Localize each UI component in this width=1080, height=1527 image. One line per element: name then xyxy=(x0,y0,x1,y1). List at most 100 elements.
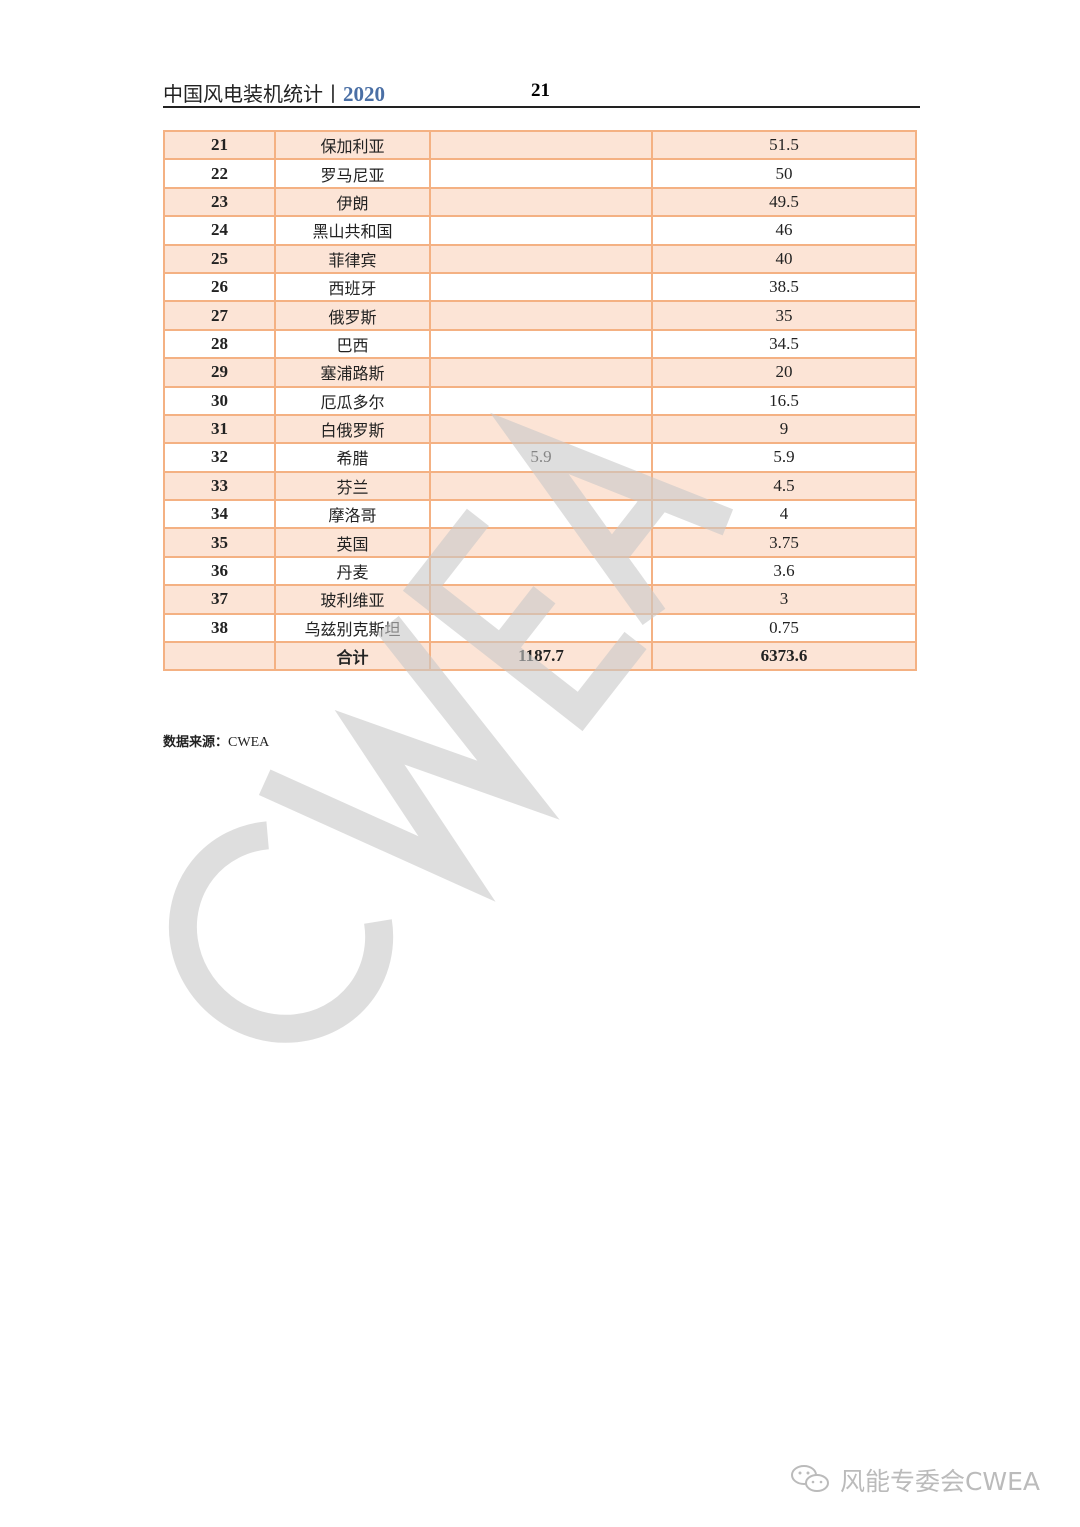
value-cell-1 xyxy=(429,158,653,189)
source-value: CWEA xyxy=(228,735,270,750)
table-row: 25 菲律宾 40 xyxy=(163,243,917,274)
total-value-2: 6373.6 xyxy=(651,641,917,672)
table-row: 30 厄瓜多尔 16.5 xyxy=(163,385,917,416)
wechat-icon xyxy=(791,1465,829,1492)
value-cell-1 xyxy=(429,215,653,246)
country-cell: 伊朗 xyxy=(274,186,431,218)
value-cell-2: 3 xyxy=(651,584,917,615)
value-cell-2: 0.75 xyxy=(651,612,917,644)
rank-cell: 29 xyxy=(163,357,276,388)
value-cell-2: 4.5 xyxy=(651,470,917,502)
value-cell-1 xyxy=(429,470,653,502)
empty-cell xyxy=(163,641,276,672)
country-cell: 俄罗斯 xyxy=(274,300,431,331)
table-row: 37 玻利维亚 3 xyxy=(163,584,917,615)
table-row: 32 希腊 5.9 5.9 xyxy=(163,442,917,473)
value-cell-2: 5.9 xyxy=(651,442,917,473)
table-row: 28 巴西 34.5 xyxy=(163,328,917,360)
rank-cell: 35 xyxy=(163,527,276,558)
table-row: 26 西班牙 38.5 xyxy=(163,271,917,303)
table-row: 29 塞浦路斯 20 xyxy=(163,357,917,388)
country-table: 21 保加利亚 51.5 22 罗马尼亚 50 23 伊朗 49.5 24 黑山共和国 46 25 菲律宾… xyxy=(163,129,917,672)
table-row: 22 罗马尼亚 50 xyxy=(163,158,917,189)
value-cell-1 xyxy=(429,499,653,530)
country-cell: 菲律宾 xyxy=(274,243,431,274)
value-cell-2: 16.5 xyxy=(651,385,917,416)
country-cell: 保加利亚 xyxy=(274,129,431,161)
header-title: 中国风电装机统计丨2020 xyxy=(163,78,385,107)
table-row: 33 芬兰 4.5 xyxy=(163,470,917,502)
value-cell-1 xyxy=(429,385,653,416)
table-row: 24 黑山共和国 46 xyxy=(163,215,917,246)
value-cell-1 xyxy=(429,357,653,388)
value-cell-1 xyxy=(429,186,653,218)
country-cell: 厄瓜多尔 xyxy=(274,385,431,416)
rank-cell: 37 xyxy=(163,584,276,615)
table-row: 38 乌兹别克斯坦 0.75 xyxy=(163,612,917,644)
value-cell-1 xyxy=(429,555,653,587)
value-cell-2: 40 xyxy=(651,243,917,274)
country-cell: 塞浦路斯 xyxy=(274,357,431,388)
rank-cell: 38 xyxy=(163,612,276,644)
value-cell-1 xyxy=(429,300,653,331)
total-value-1: 1187.7 xyxy=(429,641,653,672)
table-row: 31 白俄罗斯 9 xyxy=(163,413,917,445)
country-cell: 摩洛哥 xyxy=(274,499,431,530)
table-row: 36 丹麦 3.6 xyxy=(163,555,917,587)
rank-cell: 21 xyxy=(163,129,276,161)
country-cell: 英国 xyxy=(274,527,431,558)
value-cell-2: 49.5 xyxy=(651,186,917,218)
country-cell: 乌兹别克斯坦 xyxy=(274,612,431,644)
table-row: 21 保加利亚 51.5 xyxy=(163,129,917,161)
country-cell: 西班牙 xyxy=(274,271,431,303)
header-title-text: 中国风电装机统计丨 xyxy=(163,82,343,106)
footer-brand: 风能专委会CWEA xyxy=(790,1462,1040,1498)
rank-cell: 24 xyxy=(163,215,276,246)
source-label: 数据来源： xyxy=(163,735,229,750)
value-cell-2: 4 xyxy=(651,499,917,530)
data-source: 数据来源：CWEA xyxy=(163,731,269,751)
footer-text: 风能专委会CWEA xyxy=(839,1467,1041,1496)
total-row: 合计 1187.7 6373.6 xyxy=(163,641,917,672)
country-cell: 巴西 xyxy=(274,328,431,360)
value-cell-2: 9 xyxy=(651,413,917,445)
value-cell-2: 35 xyxy=(651,300,917,331)
rank-cell: 25 xyxy=(163,243,276,274)
value-cell-1 xyxy=(429,612,653,644)
value-cell-1 xyxy=(429,271,653,303)
rank-cell: 28 xyxy=(163,328,276,360)
country-cell: 芬兰 xyxy=(274,470,431,502)
rank-cell: 22 xyxy=(163,158,276,189)
value-cell-1 xyxy=(429,129,653,161)
rank-cell: 27 xyxy=(163,300,276,331)
country-cell: 白俄罗斯 xyxy=(274,413,431,445)
watermark-letter-c xyxy=(168,821,394,1043)
rank-cell: 32 xyxy=(163,442,276,473)
rank-cell: 30 xyxy=(163,385,276,416)
rank-cell: 26 xyxy=(163,271,276,303)
country-cell: 希腊 xyxy=(274,442,431,473)
value-cell-2: 3.6 xyxy=(651,555,917,587)
table-row: 27 俄罗斯 35 xyxy=(163,300,917,331)
value-cell-2: 20 xyxy=(651,357,917,388)
country-cell: 玻利维亚 xyxy=(274,584,431,615)
value-cell-1 xyxy=(429,527,653,558)
page-header: 中国风电装机统计丨2020 21 xyxy=(163,78,920,108)
value-cell-2: 46 xyxy=(651,215,917,246)
value-cell-1: 5.9 xyxy=(429,442,653,473)
value-cell-2: 34.5 xyxy=(651,328,917,360)
total-label: 合计 xyxy=(274,641,431,672)
header-year: 2020 xyxy=(343,82,385,106)
table-row: 23 伊朗 49.5 xyxy=(163,186,917,218)
value-cell-1 xyxy=(429,243,653,274)
rank-cell: 31 xyxy=(163,413,276,445)
value-cell-2: 38.5 xyxy=(651,271,917,303)
value-cell-1 xyxy=(429,413,653,445)
country-cell: 丹麦 xyxy=(274,555,431,587)
table-row: 35 英国 3.75 xyxy=(163,527,917,558)
rank-cell: 36 xyxy=(163,555,276,587)
rank-cell: 34 xyxy=(163,499,276,530)
rank-cell: 33 xyxy=(163,470,276,502)
value-cell-1 xyxy=(429,328,653,360)
page-number: 21 xyxy=(531,80,550,101)
